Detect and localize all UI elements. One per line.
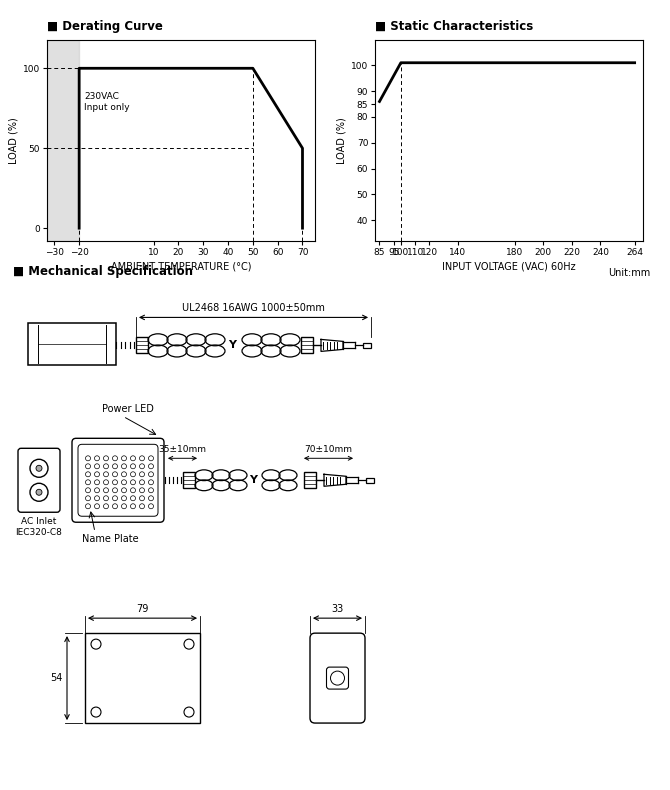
Text: ■ Static Characteristics: ■ Static Characteristics <box>375 21 533 33</box>
Text: Y: Y <box>228 340 236 351</box>
Bar <box>28 323 116 365</box>
Text: 79: 79 <box>136 604 149 614</box>
Text: Y: Y <box>249 476 257 485</box>
Bar <box>304 472 316 488</box>
Text: Unit:mm: Unit:mm <box>608 268 650 278</box>
Text: Name Plate: Name Plate <box>82 534 139 544</box>
Text: 54: 54 <box>51 673 63 683</box>
Text: 35±10mm: 35±10mm <box>159 446 206 454</box>
Text: AC Inlet
IEC320-C8: AC Inlet IEC320-C8 <box>15 517 62 537</box>
Text: 70±10mm: 70±10mm <box>304 446 352 454</box>
Circle shape <box>36 489 42 495</box>
Text: Power LED: Power LED <box>102 404 154 414</box>
Bar <box>301 337 313 353</box>
X-axis label: AMBIENT TEMPERATURE (°C): AMBIENT TEMPERATURE (°C) <box>111 261 251 271</box>
Text: ■ Mechanical Specification: ■ Mechanical Specification <box>13 265 194 278</box>
Bar <box>183 472 195 488</box>
Text: UL2468 16AWG 1000±50mm: UL2468 16AWG 1000±50mm <box>182 303 325 314</box>
Text: 33: 33 <box>332 604 344 614</box>
Bar <box>136 337 148 353</box>
Text: 230VAC
Input only: 230VAC Input only <box>84 92 130 111</box>
Y-axis label: LOAD (%): LOAD (%) <box>9 117 19 164</box>
Y-axis label: LOAD (%): LOAD (%) <box>337 117 347 164</box>
X-axis label: INPUT VOLTAGE (VAC) 60Hz: INPUT VOLTAGE (VAC) 60Hz <box>442 261 576 271</box>
Bar <box>363 343 371 348</box>
Bar <box>85 633 200 723</box>
Text: ■ Derating Curve: ■ Derating Curve <box>47 21 163 33</box>
Circle shape <box>36 465 42 472</box>
Bar <box>366 478 374 483</box>
